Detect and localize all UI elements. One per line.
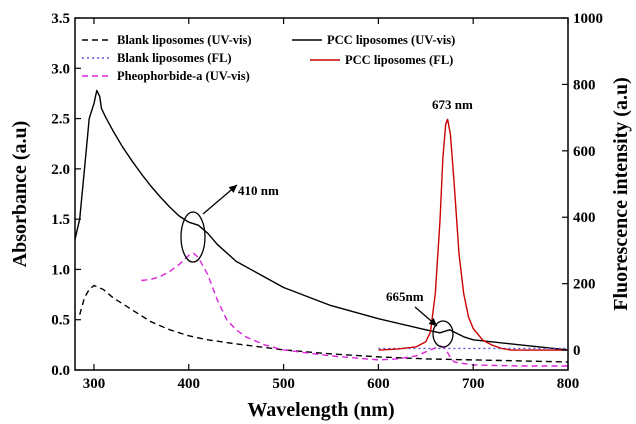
annotation-410: 410 nm [238, 183, 279, 198]
x-tick-label-1: 400 [178, 376, 201, 392]
legend-label-3: PCC liposomes (FL) [345, 53, 453, 67]
y-right-tick-label-2: 400 [573, 210, 596, 226]
legend-label-1: PCC liposomes (UV-vis) [327, 33, 455, 47]
y-right-tick-label-3: 600 [573, 144, 596, 160]
x-tick-label-0: 300 [83, 376, 106, 392]
y-left-tick-label-5: 2.5 [51, 112, 70, 128]
y-right-tick-label-0: 0 [573, 343, 581, 359]
legend-label-2: Blank liposomes (FL) [117, 51, 232, 65]
x-tick-label-2: 500 [272, 376, 295, 392]
annotation-665: 665nm [386, 289, 424, 304]
y-left-tick-label-0: 0.0 [51, 363, 70, 379]
y-axis-label-left: Absorbance (a.u) [9, 121, 31, 268]
x-tick-label-5: 800 [557, 376, 580, 392]
y-right-tick-label-4: 800 [573, 77, 596, 93]
y-left-tick-label-6: 3.0 [51, 61, 70, 77]
legend-label-0: Blank liposomes (UV-vis) [117, 33, 252, 47]
x-axis-label: Wavelength (nm) [247, 399, 394, 421]
y-left-tick-label-1: 0.5 [51, 313, 70, 329]
y-axis-label-right: Fluorescence intensity (a.u) [610, 77, 632, 311]
y-left-tick-label-2: 1.0 [51, 262, 70, 278]
y-right-tick-label-1: 200 [573, 277, 596, 293]
legend-label-4: Pheophorbide-a (UV-vis) [117, 69, 250, 83]
y-left-tick-label-7: 3.5 [51, 11, 70, 27]
y-left-tick-label-3: 1.5 [51, 212, 70, 228]
x-tick-label-4: 700 [462, 376, 485, 392]
x-tick-label-3: 600 [367, 376, 390, 392]
y-right-tick-label-5: 1000 [573, 11, 603, 27]
annotation-673: 673 nm [432, 97, 473, 112]
y-left-tick-label-4: 2.0 [51, 162, 70, 178]
